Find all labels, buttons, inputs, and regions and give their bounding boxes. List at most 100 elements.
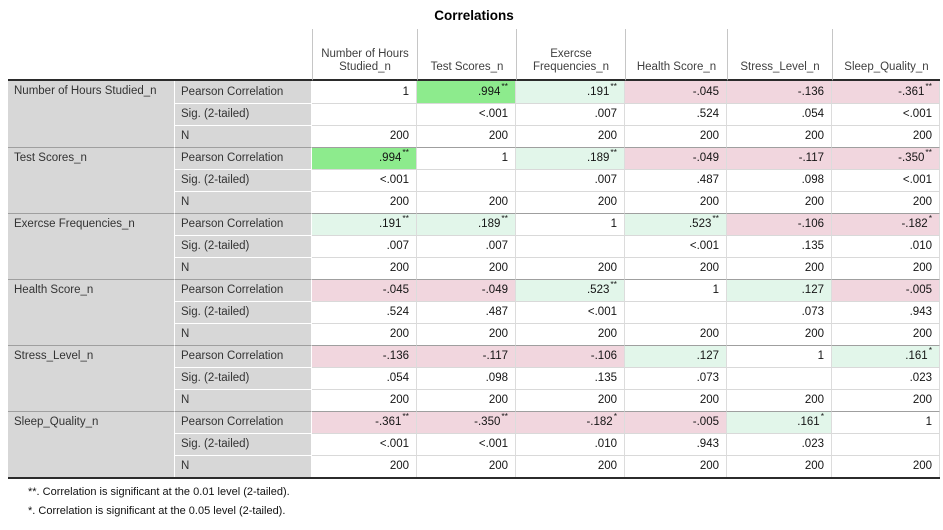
value-cell: .994**	[312, 147, 417, 169]
row-health-score-n-pearson: Health Score_n Pearson Correlation -.045 -.…	[8, 279, 940, 345]
value-cell: 200	[625, 323, 727, 345]
stat-label-sig-2-tailed: Sig. (2-tailed)	[175, 169, 312, 191]
value-cell: .943	[625, 433, 727, 455]
value-cell: 1	[727, 345, 832, 367]
stat-label-n: N	[175, 191, 312, 213]
stat-label-n: N	[175, 257, 312, 279]
row-number-of-hours-studied-n-pearson: Number of Hours Studied_n Pearson Correla…	[8, 80, 940, 147]
stat-label-n: N	[175, 389, 312, 411]
value-cell: .023	[832, 367, 940, 389]
value-cell: <.001	[516, 301, 625, 323]
stat-label-sig-2-tailed: Sig. (2-tailed)	[175, 235, 312, 257]
value-cell: 200	[727, 191, 832, 213]
value-cell: -.182*	[832, 213, 940, 235]
value-cell: .007	[516, 103, 625, 125]
significance-marker: **	[402, 213, 409, 224]
value-cell: 200	[832, 455, 940, 477]
row-health-score-n-n: N 200 200 200 200 200 200	[8, 323, 940, 345]
significance-marker: *	[928, 213, 932, 224]
significance-marker: **	[610, 80, 617, 91]
value-cell: .127	[727, 279, 832, 301]
stat-label-pearson-correlation: Pearson Correlation	[175, 213, 312, 235]
value-cell: 200	[727, 125, 832, 147]
value-cell: .161*	[832, 345, 940, 367]
value-cell: 200	[312, 389, 417, 411]
value-cell: .523**	[625, 213, 727, 235]
value-cell: .098	[727, 169, 832, 191]
value-cell	[832, 433, 940, 455]
variable-label-sleep-quality-n: Sleep_Quality_n	[8, 411, 175, 477]
column-header-exercse-frequencies-n: Exercse Frequencies_n	[516, 29, 625, 81]
row-stress-level-n-pearson: Stress_Level_n Pearson Correlation -.136 -.…	[8, 345, 940, 411]
stat-label-pearson-correlation: Pearson Correlation	[175, 147, 312, 169]
value-cell: 200	[312, 125, 417, 147]
value-cell: 1	[625, 279, 727, 301]
value-cell: .054	[312, 367, 417, 389]
value-cell: 200	[417, 125, 516, 147]
significance-marker: **	[610, 279, 617, 290]
value-cell: 200	[727, 323, 832, 345]
value-cell: .943	[832, 301, 940, 323]
value-cell: -.005	[625, 411, 727, 433]
value-cell: .487	[417, 301, 516, 323]
correlations-table: Number of Hours Studied_n Test Scores_n Ex…	[8, 29, 940, 479]
row-number-of-hours-studied-n-n: N 200 200 200 200 200 200	[8, 125, 940, 147]
value-cell: -.049	[625, 147, 727, 169]
footnote-2: *. Correlation is significant at the 0.0…	[28, 505, 286, 517]
variable-label-exercse-frequencies-n: Exercse Frequencies_n	[8, 213, 175, 279]
stat-label-sig-2-tailed: Sig. (2-tailed)	[175, 433, 312, 455]
value-cell: .073	[727, 301, 832, 323]
value-cell: .135	[727, 235, 832, 257]
value-cell: -.049	[417, 279, 516, 301]
value-cell: .524	[312, 301, 417, 323]
value-cell: -.005	[832, 279, 940, 301]
row-sleep-quality-n-sig: Sig. (2-tailed) <.001 <.001.010.943.023	[8, 433, 940, 455]
value-cell: <.001	[312, 169, 417, 191]
row-test-scores-n-n: N 200 200 200 200 200 200	[8, 191, 940, 213]
header-row: Number of Hours Studied_n Test Scores_n Ex…	[8, 29, 940, 81]
value-cell: -.350**	[417, 411, 516, 433]
value-cell: -.136	[727, 81, 832, 103]
value-cell: 200	[417, 323, 516, 345]
stat-label-pearson-correlation: Pearson Correlation	[175, 279, 312, 301]
value-cell: .524	[625, 103, 727, 125]
significance-marker: **	[501, 411, 508, 422]
value-cell: .054	[727, 103, 832, 125]
value-cell: -.045	[625, 81, 727, 103]
value-cell: <.001	[312, 433, 417, 455]
value-cell	[516, 235, 625, 257]
table-body: Number of Hours Studied_n Pearson Correla…	[8, 81, 940, 477]
value-cell: 200	[832, 323, 940, 345]
value-cell: 200	[832, 191, 940, 213]
value-cell: 200	[625, 455, 727, 477]
value-cell: 200	[625, 125, 727, 147]
significance-marker: **	[712, 213, 719, 224]
value-cell: 200	[417, 455, 516, 477]
value-cell: -.182*	[516, 411, 625, 433]
value-cell: 1	[832, 411, 940, 433]
significance-marker: **	[402, 411, 409, 422]
footnotes: **. Correlation is significant at the 0.…	[8, 486, 943, 517]
row-exercse-frequencies-n-sig: Sig. (2-tailed) .007.007 <.001.135.010	[8, 235, 940, 257]
value-cell: 200	[625, 191, 727, 213]
value-cell: -.136	[312, 345, 417, 367]
table-header: Number of Hours Studied_n Test Scores_n Ex…	[8, 29, 940, 81]
value-cell: -.361**	[312, 411, 417, 433]
value-cell: .098	[417, 367, 516, 389]
variable-label-number-of-hours-studied-n: Number of Hours Studied_n	[8, 81, 175, 147]
variable-label-test-scores-n: Test Scores_n	[8, 147, 175, 213]
significance-marker: **	[501, 213, 508, 224]
value-cell: 200	[625, 257, 727, 279]
stat-label-sig-2-tailed: Sig. (2-tailed)	[175, 103, 312, 125]
column-header-health-score-n: Health Score_n	[625, 29, 727, 81]
value-cell: .007	[312, 235, 417, 257]
value-cell: -.350**	[832, 147, 940, 169]
value-cell: 1	[516, 213, 625, 235]
stat-label-sig-2-tailed: Sig. (2-tailed)	[175, 301, 312, 323]
value-cell: 200	[516, 125, 625, 147]
value-cell: 200	[417, 191, 516, 213]
value-cell	[625, 301, 727, 323]
variable-label-health-score-n: Health Score_n	[8, 279, 175, 345]
value-cell: <.001	[832, 103, 940, 125]
value-cell: .523**	[516, 279, 625, 301]
